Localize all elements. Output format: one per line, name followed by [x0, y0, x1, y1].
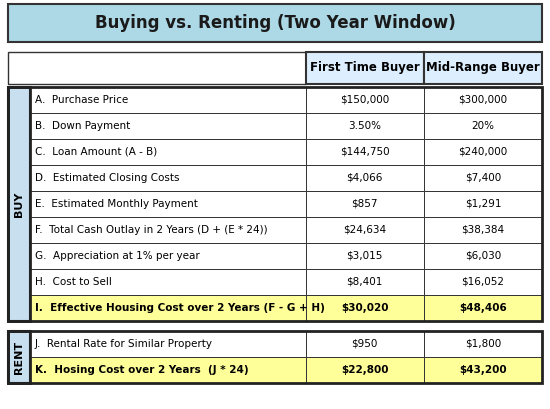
Text: Buying vs. Renting (Two Year Window): Buying vs. Renting (Two Year Window)	[95, 14, 455, 32]
Text: $144,750: $144,750	[340, 147, 389, 157]
Bar	[8, 331, 30, 383]
Text: $300,000: $300,000	[458, 95, 508, 105]
Text: 20%: 20%	[471, 121, 494, 131]
Bar	[8, 331, 30, 383]
Text: $3,015: $3,015	[346, 251, 383, 261]
Bar	[30, 165, 306, 191]
Bar	[8, 87, 542, 321]
Bar	[8, 52, 306, 84]
Bar	[30, 269, 306, 295]
Text: RENT: RENT	[14, 340, 24, 373]
Bar	[30, 331, 306, 357]
Text: $38,384: $38,384	[461, 225, 504, 235]
Text: J.  Rental Rate for Similar Property: J. Rental Rate for Similar Property	[35, 339, 213, 349]
Text: E.  Estimated Monthly Payment: E. Estimated Monthly Payment	[35, 199, 197, 209]
Bar	[306, 243, 424, 269]
Text: F.  Total Cash Outlay in 2 Years (D + (E * 24)): F. Total Cash Outlay in 2 Years (D + (E …	[35, 225, 267, 235]
Bar	[8, 4, 542, 42]
Bar	[424, 191, 542, 217]
Bar	[424, 87, 542, 113]
Bar	[424, 113, 542, 139]
Text: $1,800: $1,800	[465, 339, 501, 349]
Bar	[306, 295, 424, 321]
Text: $43,200: $43,200	[459, 365, 507, 375]
Bar	[30, 139, 306, 165]
Bar	[306, 139, 424, 165]
Bar	[30, 217, 306, 243]
Bar	[30, 87, 306, 113]
Text: $150,000: $150,000	[340, 95, 389, 105]
Text: H.  Cost to Sell: H. Cost to Sell	[35, 277, 112, 287]
Text: G.  Appreciation at 1% per year: G. Appreciation at 1% per year	[35, 251, 200, 261]
Text: $30,020: $30,020	[341, 303, 388, 313]
Bar	[424, 295, 542, 321]
Text: $1,291: $1,291	[465, 199, 501, 209]
Bar	[306, 331, 424, 357]
Bar	[306, 269, 424, 295]
Text: A.  Purchase Price: A. Purchase Price	[35, 95, 128, 105]
Bar	[306, 113, 424, 139]
Text: $950: $950	[351, 339, 378, 349]
Text: 3.50%: 3.50%	[348, 121, 381, 131]
Bar	[424, 357, 542, 383]
Text: K.  Hosing Cost over 2 Years  (J * 24): K. Hosing Cost over 2 Years (J * 24)	[35, 365, 248, 375]
Text: C.  Loan Amount (A - B): C. Loan Amount (A - B)	[35, 147, 157, 157]
Bar	[30, 191, 306, 217]
Bar	[30, 357, 306, 383]
Bar	[30, 243, 306, 269]
Bar	[424, 269, 542, 295]
Bar	[306, 165, 424, 191]
Bar	[424, 52, 542, 84]
Text: Mid-Range Buyer: Mid-Range Buyer	[426, 61, 540, 74]
Text: $857: $857	[351, 199, 378, 209]
Text: D.  Estimated Closing Costs: D. Estimated Closing Costs	[35, 173, 179, 183]
Bar	[30, 113, 306, 139]
Text: $24,634: $24,634	[343, 225, 386, 235]
Text: $8,401: $8,401	[346, 277, 383, 287]
Bar	[424, 331, 542, 357]
Bar	[306, 217, 424, 243]
Bar	[424, 217, 542, 243]
Text: $16,052: $16,052	[461, 277, 504, 287]
Bar	[306, 357, 424, 383]
Bar	[306, 191, 424, 217]
Text: First Time Buyer: First Time Buyer	[310, 61, 420, 74]
Text: $7,400: $7,400	[465, 173, 501, 183]
Bar	[306, 52, 424, 84]
Bar	[8, 87, 30, 321]
Bar	[424, 165, 542, 191]
Text: BUY: BUY	[14, 191, 24, 217]
Bar	[424, 243, 542, 269]
Text: $4,066: $4,066	[346, 173, 383, 183]
Bar	[8, 331, 542, 383]
Bar	[30, 295, 306, 321]
Text: $48,406: $48,406	[459, 303, 507, 313]
Bar	[306, 87, 424, 113]
Bar	[8, 87, 30, 321]
Text: $240,000: $240,000	[458, 147, 508, 157]
Text: $22,800: $22,800	[341, 365, 388, 375]
Bar	[424, 139, 542, 165]
Text: I.  Effective Housing Cost over 2 Years (F - G + H): I. Effective Housing Cost over 2 Years (…	[35, 303, 324, 313]
Text: B.  Down Payment: B. Down Payment	[35, 121, 130, 131]
Text: $6,030: $6,030	[465, 251, 501, 261]
